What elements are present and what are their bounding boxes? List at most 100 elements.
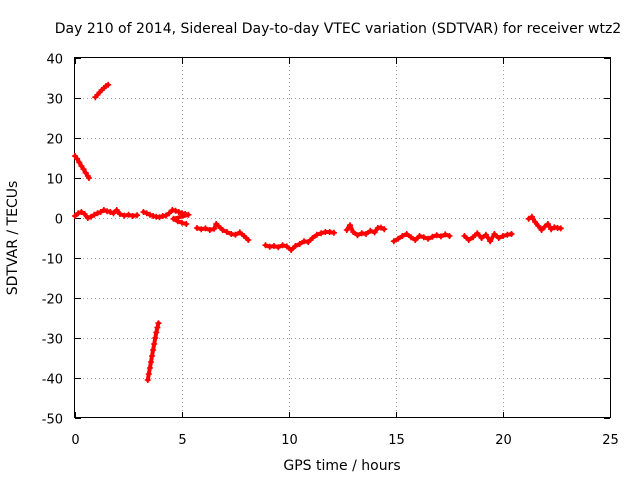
- y-tick-label: -40: [42, 373, 63, 388]
- y-tick-label: 20: [46, 133, 63, 148]
- data-point: [151, 341, 158, 347]
- data-point: [146, 211, 153, 218]
- y-tick-label: 10: [46, 173, 63, 188]
- data-point: [399, 233, 406, 239]
- segment-main-6: [390, 231, 453, 245]
- y-tick-label: -50: [42, 413, 63, 428]
- data-point: [172, 207, 179, 214]
- data-point: [183, 221, 190, 227]
- data-point: [110, 210, 117, 217]
- data-point: [544, 221, 551, 227]
- data-point: [75, 210, 82, 217]
- data-point: [470, 234, 477, 241]
- segment-main-5: [343, 222, 388, 239]
- grid: [75, 58, 610, 418]
- data-point: [206, 227, 213, 233]
- data-point: [482, 231, 489, 238]
- data-point: [74, 155, 81, 162]
- data-point: [174, 218, 181, 225]
- data-series: [72, 81, 564, 383]
- data-point: [72, 213, 78, 219]
- x-tick-label: 15: [388, 433, 405, 448]
- axis-ticks: 0 5 10 15 20 25 40 30 20 10 0 -10 -20 -30 -40 -50: [42, 53, 619, 449]
- data-point: [94, 210, 101, 217]
- x-tick-label: 0: [71, 433, 79, 448]
- data-point: [279, 242, 286, 249]
- data-point: [154, 324, 161, 331]
- data-point: [305, 239, 312, 245]
- data-point: [155, 320, 162, 327]
- segment-main-7: [461, 230, 515, 245]
- data-point: [149, 353, 156, 359]
- data-point: [487, 238, 494, 245]
- segment-main-3: [193, 221, 252, 243]
- data-point: [371, 229, 378, 236]
- segment-early-high: [92, 81, 112, 101]
- data-point: [420, 234, 427, 241]
- y-tick-label: 30: [46, 93, 63, 108]
- data-point: [318, 230, 325, 237]
- data-point: [350, 229, 357, 235]
- data-point: [491, 231, 498, 237]
- data-point: [313, 231, 320, 238]
- data-point: [429, 233, 436, 240]
- data-point: [330, 229, 337, 236]
- data-point: [150, 347, 157, 353]
- data-point: [78, 209, 85, 215]
- data-point: [245, 237, 252, 243]
- data-point: [211, 225, 218, 232]
- data-point: [292, 243, 299, 249]
- segment-plunge: [144, 320, 162, 383]
- chart-title: Day 210 of 2014, Sidereal Day-to-day VTE…: [55, 21, 621, 37]
- data-point: [140, 209, 147, 215]
- data-point: [403, 231, 410, 237]
- data-point: [283, 243, 290, 250]
- data-point: [541, 223, 548, 230]
- data-point: [288, 247, 295, 253]
- data-point: [97, 209, 104, 215]
- data-point: [538, 227, 545, 233]
- data-point: [107, 209, 114, 215]
- data-point: [478, 235, 485, 241]
- data-point: [144, 377, 151, 383]
- segment-main-1: [72, 207, 141, 221]
- data-point: [446, 233, 453, 239]
- data-point: [100, 207, 107, 213]
- data-point: [145, 371, 152, 377]
- data-point: [442, 231, 449, 238]
- data-point: [232, 231, 239, 238]
- data-point: [367, 227, 374, 234]
- data-point: [378, 224, 385, 231]
- y-tick-label: 0: [55, 213, 63, 228]
- data-point: [437, 233, 444, 240]
- data-point: [179, 219, 185, 226]
- data-point: [88, 213, 95, 220]
- data-point: [416, 233, 423, 239]
- data-point: [548, 226, 555, 233]
- y-tick-label: -10: [42, 253, 63, 268]
- data-point: [343, 227, 350, 233]
- data-point: [143, 210, 150, 217]
- data-point: [76, 159, 83, 166]
- data-point: [162, 212, 169, 219]
- data-point: [185, 211, 192, 218]
- data-point: [346, 222, 353, 229]
- data-point: [271, 243, 278, 249]
- data-point: [474, 230, 481, 237]
- data-point: [219, 227, 226, 233]
- y-tick-label: 40: [46, 53, 63, 68]
- data-point: [390, 238, 397, 245]
- data-point: [166, 210, 173, 217]
- x-axis-label: GPS time / hours: [283, 458, 400, 474]
- x-tick-label: 25: [602, 433, 619, 448]
- data-point: [425, 235, 432, 242]
- data-point: [175, 209, 182, 215]
- plot-frame: [74, 57, 611, 418]
- data-point: [146, 365, 153, 371]
- data-point: [215, 223, 222, 229]
- data-point: [532, 219, 539, 225]
- data-point: [152, 335, 159, 341]
- x-tick-label: 20: [495, 433, 512, 448]
- data-point: [465, 237, 472, 243]
